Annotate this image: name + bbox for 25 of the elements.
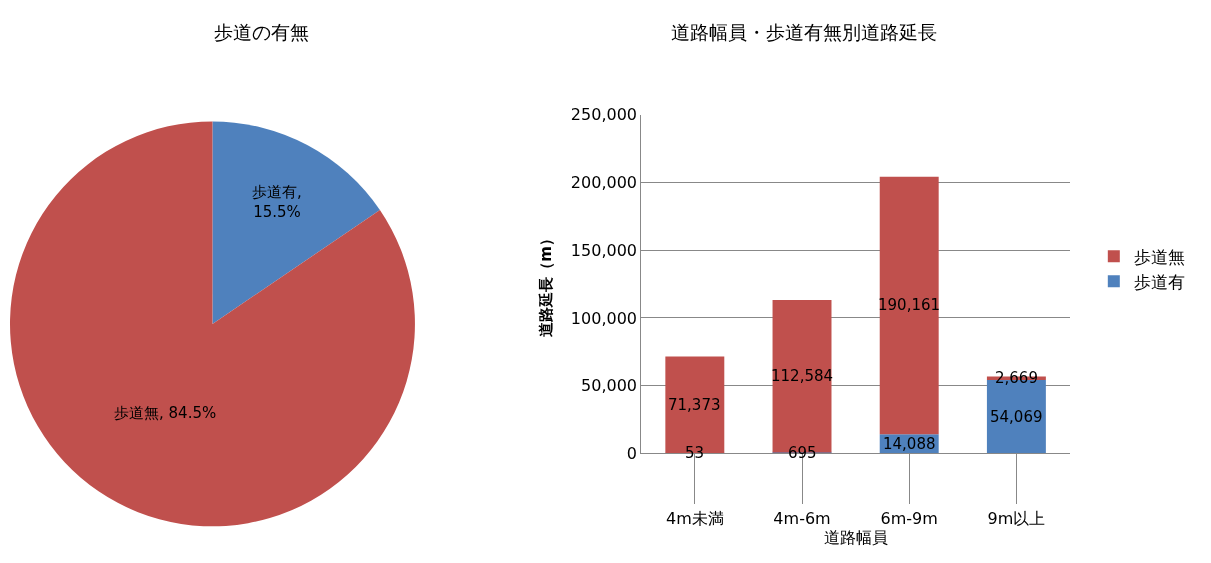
pie-slice — [10, 121, 415, 527]
bar — [879, 176, 939, 435]
data-label: 71,373 — [668, 396, 721, 414]
y-tick-label: 200,000 — [570, 173, 638, 193]
x-tick-label: 4m-6m — [773, 508, 831, 528]
slice-label: 歩道無, 84.5% — [114, 404, 217, 423]
legend-label: 歩道有 — [1133, 271, 1185, 292]
data-label: 54,069 — [990, 408, 1043, 426]
chart-title: 歩道の有無 — [214, 21, 309, 43]
x-tick-label: 4m未満 — [665, 508, 724, 528]
data-label: 2,669 — [995, 369, 1038, 387]
legend-label: 歩道無 — [1133, 246, 1185, 267]
y-tick-label: 100,000 — [570, 308, 638, 328]
y-tick-label: 150,000 — [570, 240, 638, 260]
y-tick-label: 50,000 — [581, 376, 638, 396]
slice-label: 歩道有, 15.5% — [252, 183, 302, 221]
x-tick-label: 9m以上 — [987, 508, 1046, 528]
y-tick-label: 250,000 — [570, 105, 638, 125]
chart-title: 道路幅員・歩道有無別道路延長 — [671, 21, 937, 43]
y-axis-title: 道路延長（m） — [537, 231, 556, 337]
data-label: 14,088 — [883, 435, 936, 453]
x-axis-title: 道路幅員 — [823, 527, 888, 547]
y-tick-label: 0 — [626, 443, 638, 463]
pie-slice — [212, 121, 380, 324]
x-tick-label: 6m-9m — [880, 508, 938, 528]
